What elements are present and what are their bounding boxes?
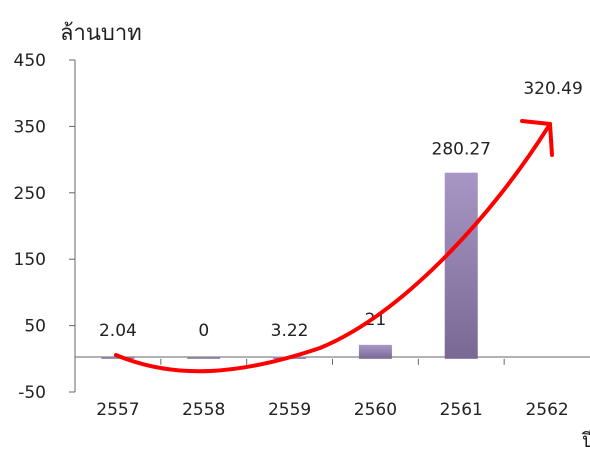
x-tick-label: 2560: [354, 400, 397, 420]
x-tick-label: 2562: [525, 400, 568, 420]
x-tick-label: 2561: [440, 400, 483, 420]
y-tick-label: -50: [18, 383, 46, 403]
bar: [444, 172, 478, 359]
bar: [187, 357, 221, 359]
y-tick-label: 350: [14, 117, 46, 137]
y-tick-label: 250: [14, 184, 46, 204]
x-tick-label: 2557: [96, 400, 139, 420]
data-label: 3.22: [271, 321, 309, 341]
y-axis-ticks: 450 350 250 150 50 -50: [14, 51, 75, 403]
clipped-axis-label: ปี: [582, 428, 590, 451]
trend-arrow-curve: [114, 122, 552, 374]
x-axis-ticks: 2557 2558 2559 2560 2561 2562: [96, 358, 569, 420]
bar: [101, 357, 135, 359]
data-label: 2.04: [99, 321, 137, 341]
data-label: 280.27: [432, 140, 491, 160]
bar-series: [101, 172, 478, 359]
y-axis-title: ล้านบาท: [60, 21, 142, 46]
x-tick-label: 2558: [182, 400, 225, 420]
y-tick-label: 50: [24, 317, 46, 337]
trend-arrow: [114, 119, 554, 374]
data-label: 0: [198, 321, 209, 341]
y-tick-label: 450: [14, 51, 46, 71]
x-tick-label: 2559: [268, 400, 311, 420]
bar: [358, 344, 392, 359]
y-tick-label: 150: [14, 250, 46, 270]
data-label: 320.49: [523, 79, 582, 99]
trend-arrow-head: [520, 119, 554, 157]
